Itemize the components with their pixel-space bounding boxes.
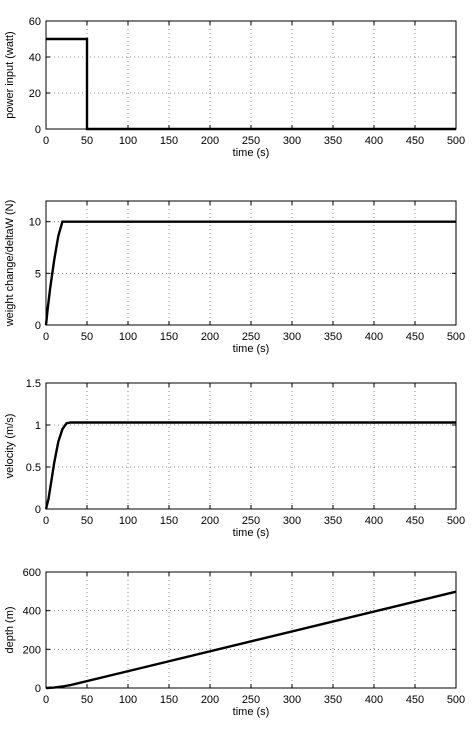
x-tick-label: 0	[43, 331, 49, 343]
y-axis-label: velocity (m/s)	[4, 414, 16, 479]
y-tick-label: 0	[35, 320, 41, 332]
y-tick-label: 0	[35, 124, 41, 136]
x-axis-label: time (s)	[233, 527, 270, 539]
x-tick-label: 200	[201, 694, 219, 706]
x-tick-label: 400	[365, 515, 383, 527]
x-tick-label: 500	[447, 515, 465, 527]
x-tick-label: 0	[43, 515, 49, 527]
chart-velocity: 0 50 100 150 200 250 300 350 400 450 500 0 0.5 1 1.5 t…	[4, 378, 465, 539]
series-layer	[44, 421, 456, 510]
y-tick-label: 0	[35, 504, 41, 516]
y-tick-label: 1	[35, 420, 41, 432]
x-tick-label: 150	[160, 694, 178, 706]
x-axis-label: time (s)	[233, 343, 270, 355]
y-axis-label: depth (m)	[4, 606, 16, 653]
x-tick-label: 150	[160, 515, 178, 527]
x-tick-label: 400	[365, 694, 383, 706]
tick-layer: 0 50 100 150 200 250 300 350 400 450 500 0 200 400 600	[23, 567, 466, 706]
series-line	[44, 421, 456, 510]
x-tick-label: 0	[43, 135, 49, 147]
x-tick-label: 300	[283, 135, 301, 147]
y-tick-label: 60	[29, 16, 41, 28]
series-line	[44, 220, 456, 326]
series-line	[45, 590, 457, 690]
x-tick-label: 400	[365, 331, 383, 343]
plot-frame	[45, 200, 457, 326]
x-tick-label: 350	[324, 515, 342, 527]
x-tick-label: 200	[201, 515, 219, 527]
x-tick-label: 250	[242, 515, 260, 527]
plot-frame	[45, 571, 457, 689]
y-tick-label: 20	[29, 88, 41, 100]
x-tick-label: 50	[81, 515, 93, 527]
y-axis-label: weight change/deltaW (N)	[4, 200, 16, 328]
y-axis-label: power input (watt)	[4, 31, 16, 118]
x-tick-label: 200	[201, 331, 219, 343]
x-tick-label: 0	[43, 694, 49, 706]
tick-layer: 0 50 100 150 200 250 300 350 400 450 500 0 0.5 1 1.5	[26, 378, 465, 527]
series-line	[46, 37, 456, 131]
x-tick-label: 300	[283, 515, 301, 527]
x-tick-label: 400	[365, 135, 383, 147]
y-tick-label: 0	[35, 683, 41, 695]
chart-weight-change: 0 50 100 150 200 250 300 350 400 450 500 0 5 10 time …	[4, 200, 465, 355]
x-tick-label: 300	[283, 694, 301, 706]
grid	[46, 572, 456, 688]
tick-layer: 0 50 100 150 200 250 300 350 400 450 500 0 20 40 60	[29, 16, 465, 147]
y-tick-label: 40	[29, 52, 41, 64]
x-tick-label: 450	[406, 135, 424, 147]
grid	[46, 383, 456, 509]
x-tick-label: 50	[81, 331, 93, 343]
series-layer	[45, 590, 457, 690]
y-tick-label: 600	[23, 567, 41, 579]
x-tick-label: 350	[324, 331, 342, 343]
grid	[46, 21, 456, 129]
x-tick-label: 200	[201, 135, 219, 147]
x-tick-label: 100	[119, 694, 137, 706]
x-tick-label: 450	[406, 515, 424, 527]
x-tick-label: 500	[447, 694, 465, 706]
grid	[46, 201, 456, 325]
y-tick-label: 10	[29, 217, 41, 229]
tick-layer: 0 50 100 150 200 250 300 350 400 450 500 0 5 10	[29, 201, 465, 343]
plot-frame	[45, 382, 457, 510]
x-tick-label: 100	[119, 515, 137, 527]
x-tick-label: 250	[242, 694, 260, 706]
series-layer	[44, 220, 456, 326]
x-tick-label: 300	[283, 331, 301, 343]
y-tick-label: 0.5	[26, 462, 41, 474]
x-tick-label: 50	[81, 694, 93, 706]
y-tick-label: 400	[23, 606, 41, 618]
x-tick-label: 100	[119, 135, 137, 147]
x-tick-label: 250	[242, 135, 260, 147]
x-tick-label: 450	[406, 331, 424, 343]
x-axis-label: time (s)	[233, 706, 270, 718]
x-tick-label: 150	[160, 331, 178, 343]
y-tick-label: 200	[23, 644, 41, 656]
x-tick-label: 450	[406, 694, 424, 706]
x-tick-label: 350	[324, 694, 342, 706]
x-tick-label: 250	[242, 331, 260, 343]
x-tick-label: 350	[324, 135, 342, 147]
series-layer	[46, 37, 456, 131]
x-axis-label: time (s)	[233, 147, 270, 159]
x-tick-label: 150	[160, 135, 178, 147]
y-tick-label: 5	[35, 268, 41, 280]
x-tick-label: 100	[119, 331, 137, 343]
y-tick-label: 1.5	[26, 378, 41, 390]
x-tick-label: 50	[81, 135, 93, 147]
chart-power-input: 0 50 100 150 200 250 300 350 400 450 500 0 20 40 60 ti…	[4, 16, 465, 159]
chart-depth: 0 50 100 150 200 250 300 350 400 450 500 0 200 400 600…	[4, 567, 465, 718]
x-tick-label: 500	[447, 135, 465, 147]
x-tick-label: 500	[447, 331, 465, 343]
